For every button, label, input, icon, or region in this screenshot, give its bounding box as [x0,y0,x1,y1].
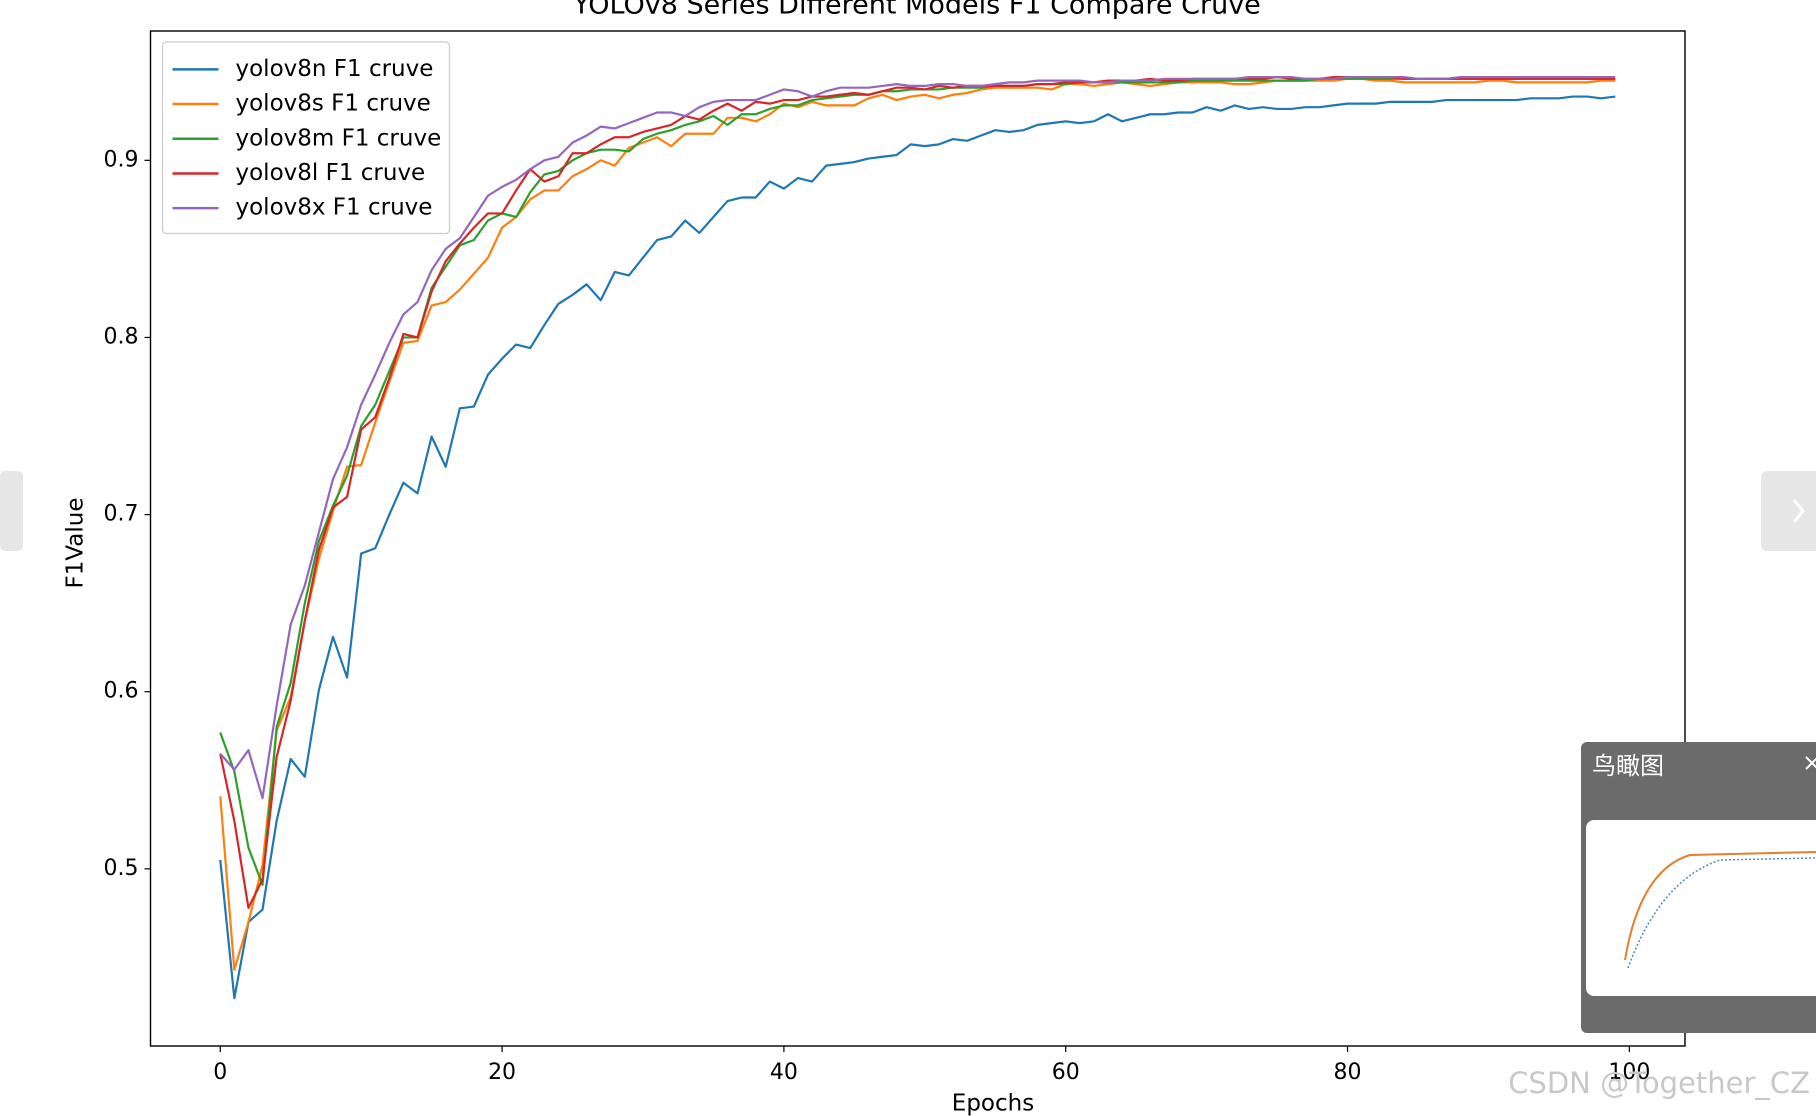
x-tick-label: 100 [1608,1060,1650,1085]
y-tick-label: 0.8 [104,324,139,349]
x-tick-label: 20 [488,1060,516,1085]
legend-label: yolov8x F1 cruve [236,195,433,221]
next-chevron [1792,499,1805,523]
y-tick-label: 0.9 [104,147,139,172]
legend-label: yolov8n F1 cruve [236,56,434,82]
series-line [219,77,1616,971]
x-tick-label: 60 [1052,1060,1080,1085]
watermark: CSDN @Together_CZ [1508,1066,1810,1100]
x-tick-label: 40 [770,1060,798,1085]
overview-panel: 鸟瞰图 [1581,742,1816,1033]
y-axis-label: F1Value [63,497,89,588]
series-line [219,75,1616,800]
prev-button[interactable] [0,471,23,551]
panel-title: 鸟瞰图 [1592,752,1664,780]
legend: yolov8n F1 cruve yolov8s F1 cruve yolov8m … [161,41,451,235]
x-tick-label: 80 [1334,1060,1362,1085]
y-tick-label: 0.7 [104,502,139,527]
legend-label: yolov8s F1 cruve [236,91,431,117]
next-button[interactable] [1761,471,1816,551]
y-tick-label: 0.6 [104,679,139,704]
legend-label: yolov8m F1 cruve [236,125,442,151]
legend-box [161,41,451,235]
x-tick-label: 0 [213,1060,227,1085]
legend-label: yolov8l F1 cruve [236,160,426,186]
y-tick-label: 0.5 [104,856,139,881]
series-line [219,95,1616,1000]
panel-close[interactable] [1805,756,1816,770]
axes-frame [149,30,1686,1047]
x-axis-label: Epochs [952,1091,1034,1116]
plot-area: 0 20 40 60 80 100 0.5 0.6 0.7 0.8 0.9 yolov8n F1 cr… [104,30,1686,1085]
panel-thumbnail [1586,820,1816,996]
chart-title: YOLOv8 Series Different Models F1 Compar… [572,0,1261,21]
thumbnail-curve [1627,857,1816,969]
thumbnail-curve [1624,851,1816,961]
